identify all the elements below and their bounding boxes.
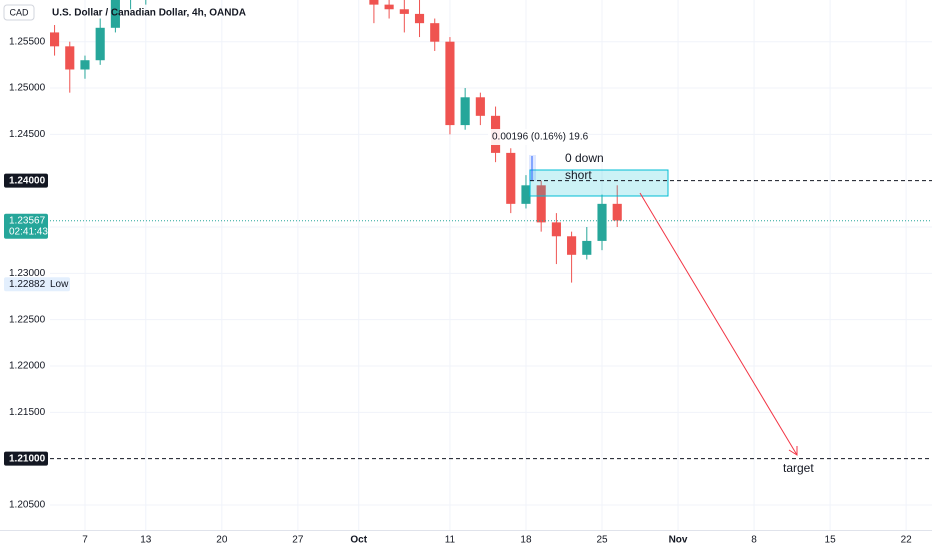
low-label-bg	[4, 277, 70, 292]
currency-box	[3, 4, 35, 21]
y-tick-label: 1.25000	[9, 83, 46, 94]
grid	[50, 0, 932, 530]
x-tick-label: Nov	[669, 535, 688, 546]
target-arrow	[639, 192, 798, 456]
y-tick-label: 1.20500	[9, 500, 46, 511]
candle-body	[567, 236, 577, 255]
candle-body	[475, 97, 485, 116]
candle-body	[399, 9, 409, 14]
level-label: 1.24000	[9, 175, 46, 186]
measure-label: 0.00196 (0.16%) 19.6	[492, 132, 589, 143]
currency: CAD	[9, 7, 29, 17]
candle-body	[612, 203, 622, 221]
candle-body	[445, 41, 455, 126]
measure-box	[529, 155, 536, 181]
x-tick-label: 25	[596, 535, 608, 546]
x-tick-label: 11	[445, 535, 456, 546]
low-tag: Low	[50, 279, 69, 290]
price-labels: 1.255001.250001.245001.235001.230001.225…	[4, 36, 932, 546]
y-tick-label: 1.22000	[9, 361, 46, 372]
candle-body	[536, 185, 546, 223]
y-tick-label: 1.25500	[9, 36, 46, 47]
low-label: 1.22882	[9, 279, 46, 290]
candle-body	[430, 23, 440, 42]
x-tick-label: 13	[140, 535, 152, 546]
candle-body	[506, 152, 516, 204]
y-tick-label: 1.24500	[9, 129, 46, 140]
candle-body	[521, 185, 531, 204]
symbol-title: U.S. Dollar / Canadian Dollar, 4h, OANDA	[52, 8, 246, 19]
candle-body	[110, 0, 120, 28]
x-tick-label: 15	[825, 535, 837, 546]
candle-body	[597, 203, 607, 241]
candle-body	[551, 222, 561, 237]
x-tick-label: 7	[82, 535, 88, 546]
level-label: 1.21000	[9, 453, 46, 464]
x-tick-label: 27	[292, 535, 304, 546]
candle-body	[384, 4, 394, 10]
x-tick-label: 22	[901, 535, 913, 546]
x-tick-label: 8	[751, 535, 757, 546]
candle-body	[460, 97, 470, 126]
countdown: 02:41:43	[9, 226, 48, 237]
x-tick-label: 18	[520, 535, 532, 546]
y-tick-label: 1.22500	[9, 314, 46, 325]
y-tick-label: 1.21500	[9, 407, 46, 418]
y-tick-label: 1.23000	[9, 268, 46, 279]
arrow-head	[788, 446, 798, 456]
last-price-bg	[4, 213, 48, 239]
short-zone	[529, 169, 669, 197]
candle-body	[65, 46, 75, 70]
annotation-target: target	[783, 461, 814, 475]
candle-body	[582, 240, 592, 255]
annotation-short: short	[565, 168, 592, 182]
candle-body	[414, 13, 425, 24]
measure-bg	[488, 129, 576, 145]
level-label-bg	[4, 451, 48, 466]
annotation-down: 0 down	[565, 151, 604, 165]
x-tick-label: 20	[216, 535, 228, 546]
candle-body	[369, 0, 379, 5]
candle-body	[80, 60, 90, 70]
candle-body	[95, 27, 105, 61]
level-label-bg	[4, 173, 48, 188]
last-price-label: 1.23567	[9, 215, 46, 226]
candle-body	[50, 32, 60, 47]
x-tick-label: Oct	[350, 535, 367, 546]
